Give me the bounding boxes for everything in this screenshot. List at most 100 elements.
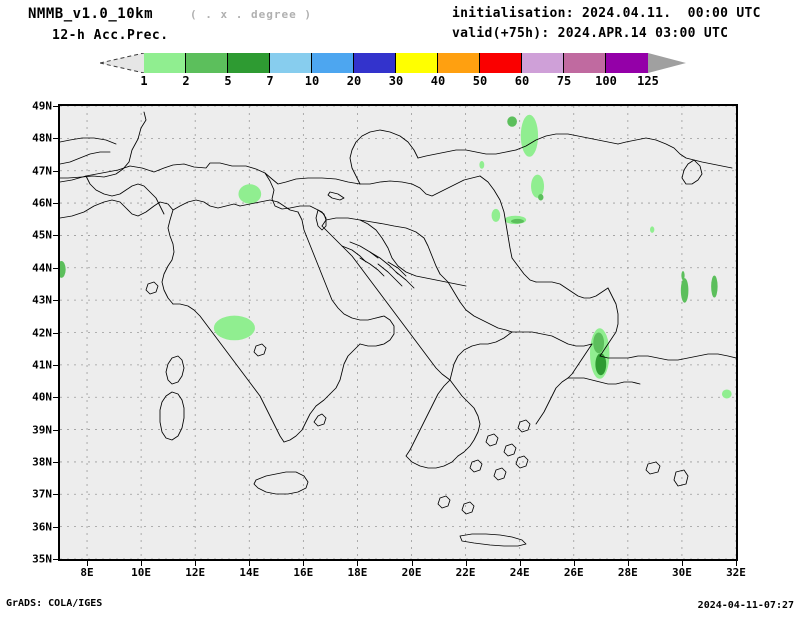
precipitation-blob	[721, 389, 732, 399]
colorbar-tick-label: 100	[595, 74, 617, 88]
precipitation-blob	[511, 218, 525, 224]
longitude-tick-label: 24E	[509, 566, 530, 579]
latitude-tick-mark	[53, 106, 58, 107]
precipitation-blob	[520, 114, 539, 157]
longitude-tick-label: 16E	[293, 566, 314, 579]
longitude-tick-label: 32E	[726, 566, 746, 579]
valid-time: valid(+75h): 2024.APR.14 03:00 UTC	[452, 26, 729, 41]
precipitation-blob	[479, 161, 485, 169]
latitude-tick-label: 49N	[32, 99, 52, 113]
colorbar-tick-label: 1	[140, 74, 148, 88]
model-title: NMMB_v1.0_10km	[28, 6, 154, 22]
colorbar-band	[354, 53, 396, 73]
latitude-tick-mark	[53, 138, 58, 140]
precipitation-blob	[650, 226, 655, 233]
longitude-tick-mark	[627, 561, 629, 566]
latitude-tick-mark	[53, 203, 58, 205]
longitude-tick-label: 18E	[347, 566, 368, 579]
colorbar-tick-label: 125	[637, 74, 659, 88]
colorbar-tick-label: 7	[266, 74, 274, 88]
longitude-tick-label: 28E	[617, 566, 638, 579]
initialisation-time: initialisation: 2024.04.11. 00:00 UTC	[452, 6, 761, 21]
longitude-tick-label: 10E	[131, 566, 152, 579]
longitude-tick-mark	[519, 561, 521, 566]
colorbar-tick-label: 20	[346, 74, 362, 88]
latitude-tick-label: 44N	[32, 261, 52, 275]
latitude-tick-label: 40N	[32, 390, 52, 404]
latitude-tick-mark	[53, 526, 58, 528]
longitude-tick-label: 26E	[563, 566, 584, 579]
colorbar-band	[312, 53, 354, 73]
colorbar-tick-label: 50	[472, 74, 488, 88]
latitude-tick-label: 38N	[32, 455, 52, 469]
longitude-tick-mark	[357, 561, 359, 566]
latitude-tick-label: 37N	[32, 487, 52, 501]
longitude-tick-label: 20E	[401, 566, 422, 579]
colorbar-bands	[144, 53, 648, 73]
colorbar-band	[606, 53, 648, 73]
latitude-tick-label: 46N	[32, 196, 52, 210]
longitude-tick-mark	[141, 561, 143, 566]
chart-header: NMMB_v1.0_10km ( . x . degree ) 12-h Acc…	[0, 0, 800, 48]
latitude-tick-label: 47N	[32, 164, 52, 178]
colorbar-band	[564, 53, 606, 73]
colorbar-band	[480, 53, 522, 73]
colorbar-tick-label: 30	[388, 74, 404, 88]
colorbar-band	[186, 53, 228, 73]
latitude-tick-label: 36N	[32, 520, 52, 534]
latitude-tick-mark	[53, 170, 58, 172]
longitude-tick-mark	[411, 561, 413, 566]
longitude-tick-mark	[465, 561, 467, 566]
latitude-tick-mark	[53, 332, 58, 334]
precipitation-blob	[531, 174, 545, 198]
render-timestamp: 2024-04-11-07:27	[697, 600, 794, 611]
latitude-tick-mark	[53, 429, 58, 431]
latitude-tick-mark	[53, 267, 58, 269]
field-title: 12-h Acc.Prec.	[52, 28, 169, 43]
colorbar-tick-label: 5	[224, 74, 232, 88]
colorbar-tick-label: 60	[514, 74, 530, 88]
colorbar-band	[270, 53, 312, 73]
longitude-tick-mark	[681, 561, 683, 566]
colorbar-tick-label: 10	[304, 74, 320, 88]
precipitation-blob	[538, 194, 544, 201]
latitude-tick-mark	[53, 461, 58, 463]
latitude-tick-label: 48N	[32, 131, 52, 145]
precipitation-blob	[213, 315, 255, 341]
precipitation-blob	[238, 184, 262, 204]
precipitation-blob	[681, 271, 685, 281]
latitude-tick-mark	[53, 494, 58, 496]
latitude-tick-mark	[53, 235, 58, 237]
colorbar-band	[522, 53, 564, 73]
coastlines-and-borders	[60, 111, 736, 547]
longitude-tick-label: 22E	[455, 566, 476, 579]
map-plot-area	[58, 104, 738, 561]
latitude-tick-label: 42N	[32, 326, 52, 339]
colorbar-band	[228, 53, 270, 73]
longitude-tick-mark	[195, 561, 197, 566]
longitude-tick-mark	[736, 561, 737, 566]
colorbar-band	[438, 53, 480, 73]
precipitation-blob	[507, 116, 517, 127]
latitude-tick-label: 41N	[32, 358, 52, 372]
colorbar-tick-label: 2	[182, 74, 190, 88]
longitude-tick-label: 14E	[239, 566, 260, 579]
colorbar-tick-label: 40	[430, 74, 446, 88]
longitude-tick-label: 30E	[671, 566, 692, 579]
colorbar-band	[396, 53, 438, 73]
latitude-tick-mark	[53, 397, 58, 399]
longitude-tick-label: 8E	[80, 566, 94, 579]
longitude-tick-mark	[573, 561, 575, 566]
precipitation-shading	[60, 114, 732, 399]
longitude-tick-mark	[87, 561, 89, 566]
latitude-tick-mark	[53, 364, 58, 366]
model-units-note: ( . x . degree )	[190, 8, 312, 21]
precipitation-blob	[60, 260, 66, 278]
latitude-tick-mark	[53, 559, 58, 560]
longitude-tick-label: 12E	[185, 566, 206, 579]
latitude-tick-label: 45N	[32, 228, 52, 242]
precipitation-blob	[597, 356, 605, 371]
map-gridlines	[60, 106, 736, 559]
latitude-tick-label: 43N	[32, 293, 52, 307]
precipitation-blob	[593, 332, 605, 354]
